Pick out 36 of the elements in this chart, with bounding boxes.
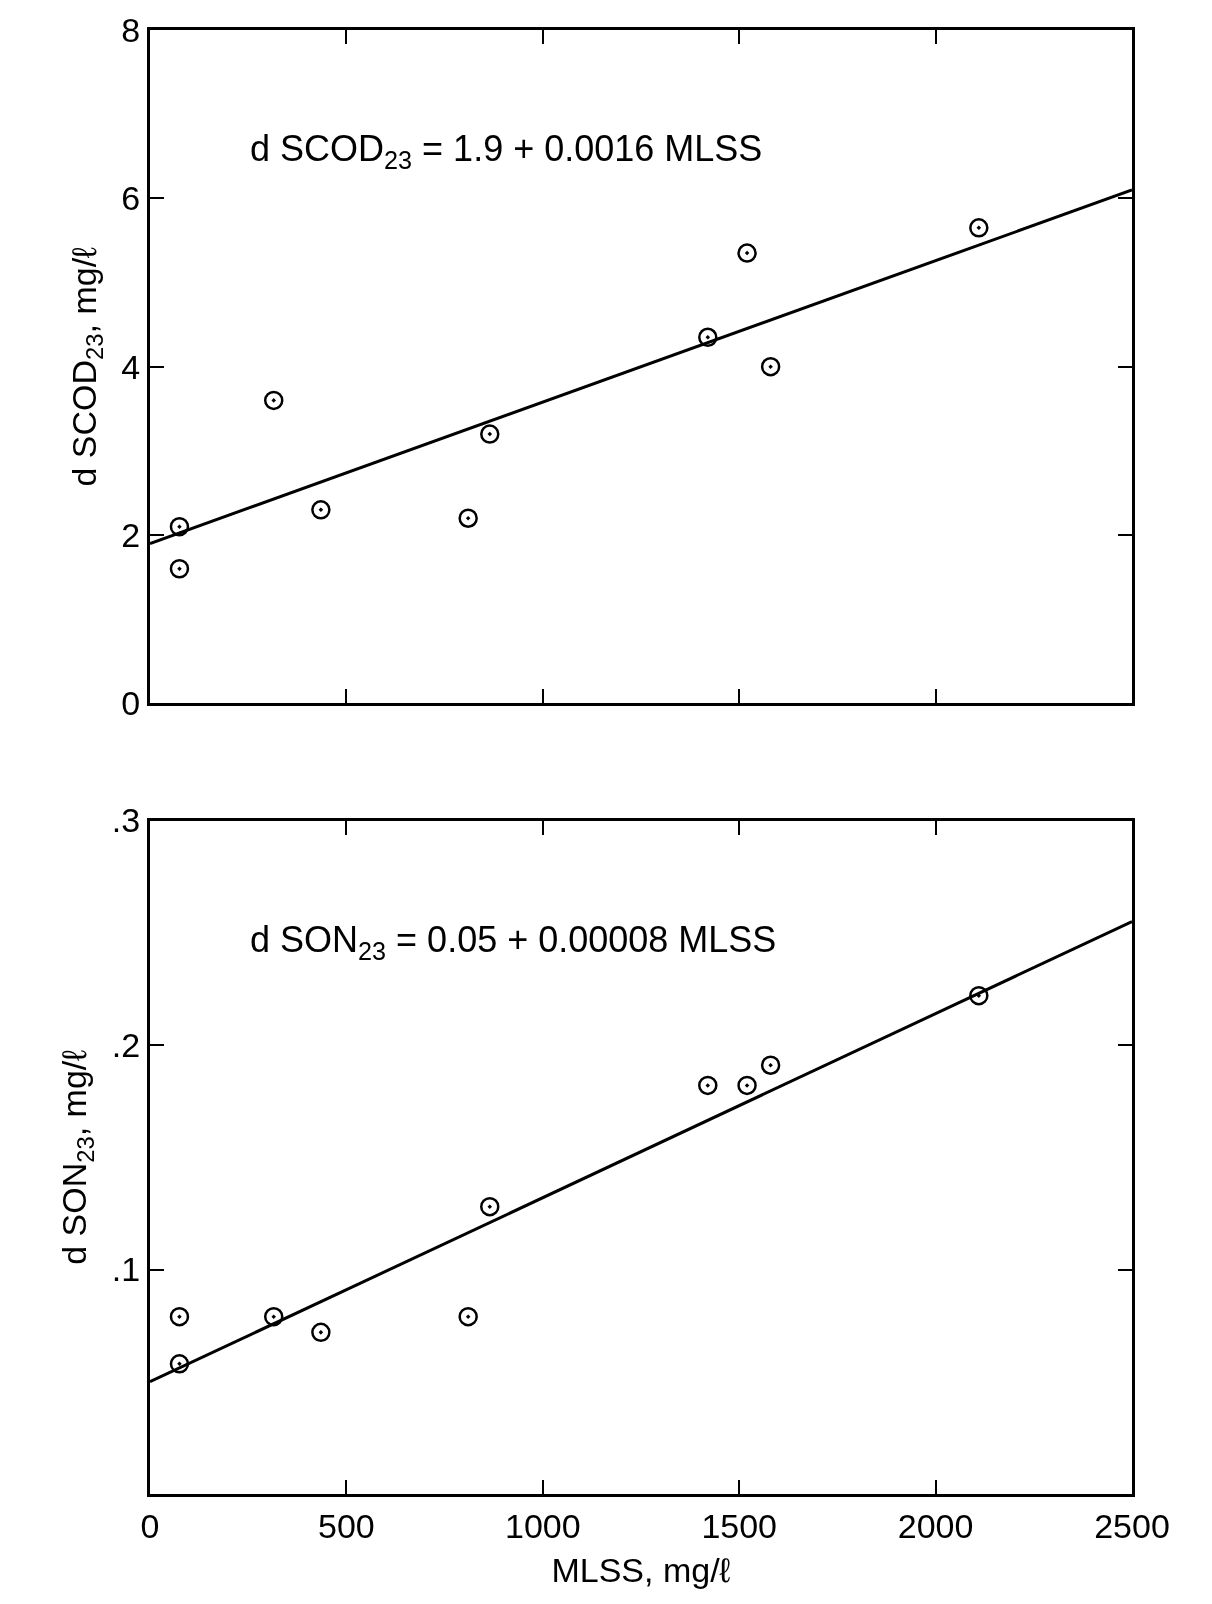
y-tick-label: 4	[121, 347, 141, 386]
y-tick-label: 0	[121, 684, 141, 723]
annotation: d SON$_{23}$ = 0.05 + 0.00008 MLSS	[250, 919, 777, 965]
point	[760, 1055, 781, 1075]
point	[737, 243, 757, 263]
y-tick-label: .3	[111, 801, 141, 840]
point	[169, 1354, 190, 1374]
point	[480, 1196, 500, 1217]
point	[311, 500, 331, 520]
y-tick-label: 8	[121, 10, 141, 49]
point	[263, 1306, 284, 1327]
x-tick-label: 2500	[1094, 1506, 1170, 1545]
annotation: d SCOD$_{23}$ = 1.9 + 0.0016 MLSS	[250, 128, 763, 174]
x-tick-label: 500	[318, 1506, 375, 1545]
x-tick-label: 1500	[701, 1506, 778, 1545]
point	[480, 424, 500, 444]
y-tick-label: 2	[121, 515, 141, 554]
point	[969, 985, 989, 1006]
point	[169, 516, 190, 537]
point	[169, 559, 190, 579]
point	[969, 218, 989, 238]
point	[458, 1306, 478, 1327]
point	[263, 390, 284, 411]
point	[737, 1075, 757, 1096]
point	[458, 508, 478, 528]
y-tick-label: .1	[111, 1250, 141, 1289]
x-tick-label: 2000	[897, 1506, 974, 1545]
point	[698, 327, 718, 347]
point	[698, 1075, 718, 1096]
point	[760, 356, 781, 377]
x-axis-title: MLSS, mg/ℓ	[551, 1551, 731, 1590]
point	[169, 1306, 190, 1327]
point	[311, 1322, 331, 1343]
y-tick-label: .2	[111, 1025, 141, 1064]
x-tick-label: 1000	[504, 1506, 581, 1545]
y-tick-label: 6	[121, 179, 141, 218]
